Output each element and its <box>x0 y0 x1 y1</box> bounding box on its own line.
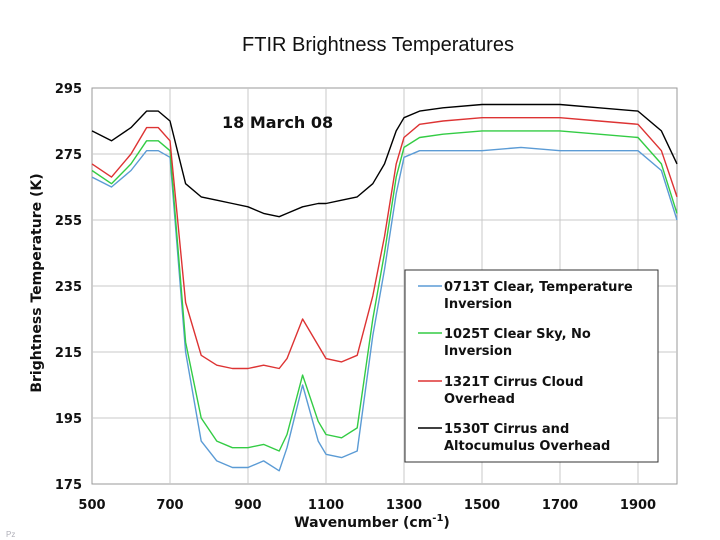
y-tick-label: 175 <box>55 478 82 493</box>
y-tick-label: 255 <box>55 214 82 229</box>
x-tick-label: 1100 <box>308 498 344 513</box>
y-tick-label: 215 <box>55 346 82 361</box>
x-tick-label: 700 <box>156 498 183 513</box>
chart-annotation: 18 March 08 <box>222 113 333 132</box>
legend-label-0-line-1: 0713T Clear, Temperature <box>444 280 633 295</box>
x-axis-label: Wavenumber (cm-1) <box>294 513 450 531</box>
series-layer <box>91 103 678 472</box>
ticks-layer: 175 195 215 235 255 275 295 500 700 900 1100 1300 15… <box>55 82 656 513</box>
x-tick-label: 1500 <box>464 498 500 513</box>
legend-label-2-line-2: Overhead <box>444 392 515 407</box>
legend-box <box>404 269 659 463</box>
legend-label-3-line-1: 1530T Cirrus and <box>444 422 569 437</box>
x-tick-label: 500 <box>78 498 105 513</box>
legend-label-3-line-2: Altocumulus Overhead <box>444 439 610 454</box>
series-line-2 <box>91 117 678 370</box>
x-axis-label-sup: -1 <box>432 513 443 524</box>
series-line-3 <box>91 103 678 218</box>
legend: 0713T Clear, Temperature Inversion 1025T… <box>404 269 659 463</box>
x-axis-label-main: Wavenumber (cm <box>294 515 432 531</box>
y-tick-label: 235 <box>55 280 82 295</box>
legend-label-1-line-1: 1025T Clear Sky, No <box>444 327 591 342</box>
legend-label-1-line-2: Inversion <box>444 344 512 359</box>
y-tick-label: 275 <box>55 148 82 163</box>
series-line-1 <box>91 130 678 452</box>
slide-title: FTIR Brightness Temperatures <box>242 34 514 56</box>
y-axis-label: Brightness Temperature (K) <box>29 173 45 392</box>
y-tick-label: 195 <box>55 412 82 427</box>
x-tick-label: 1300 <box>386 498 422 513</box>
y-tick-label: 295 <box>55 82 82 97</box>
footer-mark: Pz <box>6 530 16 539</box>
legend-label-0-line-2: Inversion <box>444 297 512 312</box>
x-tick-label: 1700 <box>542 498 578 513</box>
x-tick-label: 900 <box>234 498 261 513</box>
legend-label-2-line-1: 1321T Cirrus Cloud <box>444 375 583 390</box>
x-axis-label-tail: ) <box>443 515 449 531</box>
x-tick-label: 1900 <box>620 498 656 513</box>
